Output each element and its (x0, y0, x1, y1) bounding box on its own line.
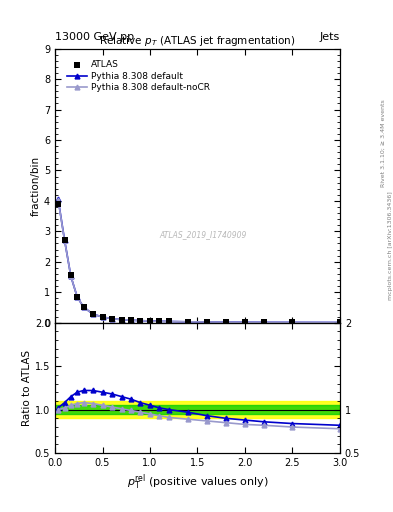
ATLAS (90, 310, 96, 318)
Pythia 8.308 default-noCR (338, 319, 342, 326)
ATLAS (138, 316, 144, 325)
ATLAS (223, 318, 229, 326)
Pythia 8.308 default-noCR (185, 319, 190, 325)
Pythia 8.308 default-noCR (81, 304, 86, 310)
Text: Jets: Jets (320, 32, 340, 42)
Pythia 8.308 default-noCR (62, 237, 67, 243)
Bar (55, 401, 340, 418)
Pythia 8.308 default-noCR (91, 311, 95, 317)
ATLAS (81, 303, 87, 311)
Pythia 8.308 default-noCR (224, 319, 228, 325)
ATLAS (242, 318, 248, 326)
X-axis label: $p_{\rm T}^{\rm rel}$ (positive values only): $p_{\rm T}^{\rm rel}$ (positive values o… (127, 472, 268, 492)
Pythia 8.308 default-noCR (290, 319, 295, 326)
Pythia 8.308 default (68, 273, 73, 280)
Text: 13000 GeV pp: 13000 GeV pp (55, 32, 134, 42)
ATLAS (74, 293, 80, 301)
Pythia 8.308 default (100, 314, 105, 320)
Pythia 8.308 default-noCR (157, 318, 162, 325)
Y-axis label: Ratio to ATLAS: Ratio to ATLAS (22, 350, 32, 426)
Pythia 8.308 default-noCR (167, 318, 171, 325)
Pythia 8.308 default (185, 319, 190, 325)
Pythia 8.308 default (129, 317, 133, 323)
Pythia 8.308 default-noCR (75, 294, 79, 300)
Pythia 8.308 default-noCR (110, 315, 114, 322)
Pythia 8.308 default-noCR (148, 318, 152, 324)
Pythia 8.308 default-noCR (56, 197, 61, 203)
Title: Relative $p_{T}$ (ATLAS jet fragmentation): Relative $p_{T}$ (ATLAS jet fragmentatio… (99, 34, 296, 49)
Text: ATLAS_2019_I1740909: ATLAS_2019_I1740909 (160, 230, 247, 240)
Pythia 8.308 default (75, 294, 79, 300)
Pythia 8.308 default (157, 318, 162, 324)
ATLAS (166, 317, 172, 326)
Pythia 8.308 default (138, 317, 143, 324)
Text: mcplots.cern.ch [arXiv:1306.3436]: mcplots.cern.ch [arXiv:1306.3436] (388, 191, 393, 300)
Pythia 8.308 default (62, 237, 67, 243)
Pythia 8.308 default (338, 319, 342, 326)
Pythia 8.308 default-noCR (100, 314, 105, 320)
ATLAS (109, 314, 115, 323)
Pythia 8.308 default (81, 304, 86, 310)
Text: Rivet 3.1.10; ≥ 3.4M events: Rivet 3.1.10; ≥ 3.4M events (381, 99, 386, 187)
Pythia 8.308 default-noCR (242, 319, 247, 325)
Pythia 8.308 default-noCR (129, 317, 133, 323)
ATLAS (185, 317, 191, 326)
Pythia 8.308 default (56, 196, 61, 202)
Pythia 8.308 default (119, 316, 124, 323)
Pythia 8.308 default (242, 319, 247, 325)
ATLAS (261, 318, 267, 327)
Pythia 8.308 default (148, 318, 152, 324)
ATLAS (128, 316, 134, 324)
Pythia 8.308 default (205, 319, 209, 325)
Line: Pythia 8.308 default-noCR: Pythia 8.308 default-noCR (56, 198, 342, 325)
ATLAS (55, 200, 61, 208)
Pythia 8.308 default-noCR (262, 319, 266, 326)
Pythia 8.308 default-noCR (68, 273, 73, 280)
Pythia 8.308 default (290, 319, 295, 326)
ATLAS (68, 271, 74, 280)
Pythia 8.308 default (167, 318, 171, 325)
ATLAS (289, 318, 296, 327)
ATLAS (337, 318, 343, 327)
Line: Pythia 8.308 default: Pythia 8.308 default (56, 197, 342, 325)
Pythia 8.308 default-noCR (119, 316, 124, 323)
Pythia 8.308 default (262, 319, 266, 326)
Pythia 8.308 default-noCR (138, 317, 143, 324)
ATLAS (118, 315, 125, 324)
ATLAS (156, 317, 163, 325)
Pythia 8.308 default-noCR (205, 319, 209, 325)
ATLAS (147, 317, 153, 325)
ATLAS (204, 318, 210, 326)
Pythia 8.308 default (91, 311, 95, 317)
Bar (55, 406, 340, 414)
Pythia 8.308 default (224, 319, 228, 325)
Legend: ATLAS, Pythia 8.308 default, Pythia 8.308 default-noCR: ATLAS, Pythia 8.308 default, Pythia 8.30… (65, 59, 212, 94)
ATLAS (61, 237, 68, 245)
Y-axis label: fraction/bin: fraction/bin (31, 156, 41, 216)
ATLAS (99, 313, 106, 321)
Pythia 8.308 default (110, 315, 114, 322)
